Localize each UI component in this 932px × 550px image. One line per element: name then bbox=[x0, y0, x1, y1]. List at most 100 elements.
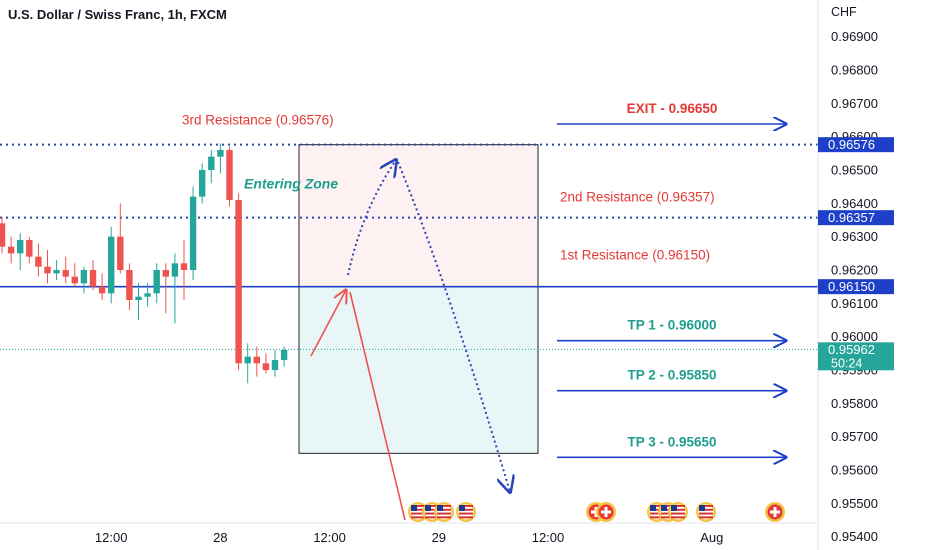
candle-body bbox=[226, 150, 233, 200]
y-tick-label: 0.96100 bbox=[831, 296, 878, 311]
flag-stripe bbox=[437, 505, 451, 507]
flag-stripe bbox=[661, 505, 675, 507]
candle-body bbox=[180, 263, 188, 270]
candle-body bbox=[208, 156, 215, 170]
y-tick-label: 0.96200 bbox=[831, 263, 878, 278]
flag-stripe bbox=[661, 512, 675, 515]
tp-label: TP 2 - 0.95850 bbox=[627, 368, 716, 383]
flag-canton bbox=[425, 505, 431, 511]
exit-label: EXIT - 0.96650 bbox=[627, 101, 718, 116]
x-tick-label: Aug bbox=[700, 530, 723, 545]
candle-body bbox=[253, 356, 260, 364]
swiss-flag-icon bbox=[596, 502, 616, 522]
flag-stripe bbox=[650, 516, 664, 519]
entering-zone-label: Entering Zone bbox=[244, 176, 338, 192]
countdown-text: 50:24 bbox=[831, 356, 862, 370]
tp-label: TP 1 - 0.96000 bbox=[627, 318, 716, 333]
us-flag-icon bbox=[434, 502, 454, 522]
flag-stripe bbox=[425, 505, 439, 507]
badge-text: 0.95962 bbox=[828, 342, 875, 357]
flag-stripe bbox=[699, 512, 713, 515]
candles-layer bbox=[0, 143, 288, 384]
flag-canton bbox=[459, 505, 465, 511]
flag-stripe bbox=[437, 512, 451, 515]
targets-layer: EXIT - 0.96650 TP 1 - 0.96000 TP 2 - 0.958… bbox=[557, 101, 786, 457]
us-flag-icon bbox=[456, 502, 476, 522]
candle-body bbox=[7, 246, 15, 254]
y-tick-label: 0.96500 bbox=[831, 163, 878, 178]
x-tick-label: 29 bbox=[432, 530, 446, 545]
symbol-title: U.S. Dollar / Swiss Franc, 1h, FXCM bbox=[8, 7, 227, 22]
candle-body bbox=[98, 286, 106, 294]
flag-stripe bbox=[661, 516, 675, 519]
price-axis-bg bbox=[818, 0, 932, 550]
flag-canton bbox=[650, 505, 656, 511]
candle-body bbox=[162, 270, 169, 277]
y-tick-label: 0.96700 bbox=[831, 96, 878, 111]
y-tick-label: 0.95400 bbox=[831, 529, 878, 544]
candle-body bbox=[135, 296, 142, 300]
flag-stripe bbox=[411, 505, 425, 507]
flag-stripe bbox=[425, 516, 439, 519]
level-price-badge bbox=[818, 210, 894, 226]
tp-label: TP 3 - 0.95650 bbox=[627, 434, 716, 449]
badge-text: 0.96576 bbox=[828, 137, 875, 152]
x-tick-label: 12:00 bbox=[532, 530, 565, 545]
red-path-line bbox=[349, 291, 406, 521]
us-flag-icon bbox=[408, 502, 428, 522]
y-tick-label: 0.95500 bbox=[831, 496, 878, 511]
candle-body bbox=[144, 293, 151, 297]
flag-stripe bbox=[411, 512, 425, 515]
candle-body bbox=[280, 350, 288, 360]
level-label: 3rd Resistance (0.96576) bbox=[182, 113, 334, 128]
candle-body bbox=[71, 276, 78, 284]
y-tick-label: 0.96800 bbox=[831, 63, 878, 78]
flag-canton bbox=[411, 505, 417, 511]
flag-stripe bbox=[661, 508, 675, 511]
target-zone-box bbox=[299, 286, 538, 454]
candle-body bbox=[117, 236, 124, 270]
y-tick-label: 0.95700 bbox=[831, 429, 878, 444]
candle-body bbox=[89, 270, 97, 287]
flag-cross-h bbox=[601, 510, 611, 514]
candle-body bbox=[62, 270, 69, 277]
flag-cross-h bbox=[770, 510, 780, 514]
flag-stripe bbox=[650, 512, 664, 515]
flag-canton bbox=[671, 505, 677, 511]
flag-stripe bbox=[671, 516, 685, 519]
entry-zone-box bbox=[299, 144, 538, 287]
candle-body bbox=[153, 270, 160, 294]
flag-stripe bbox=[425, 508, 439, 511]
level-price-badge bbox=[818, 137, 894, 153]
flag-stripe bbox=[459, 516, 473, 519]
flag-stripe bbox=[671, 505, 685, 507]
x-tick-label: 28 bbox=[213, 530, 227, 545]
flag-stripe bbox=[650, 505, 664, 507]
flag-stripe bbox=[425, 512, 439, 515]
dotted-down-arrow bbox=[397, 161, 510, 492]
flag-stripe bbox=[650, 508, 664, 511]
candle-body bbox=[80, 270, 88, 284]
y-tick-label: 0.96300 bbox=[831, 229, 878, 244]
flag-stripe bbox=[437, 516, 451, 519]
event-icons-layer bbox=[408, 502, 785, 522]
candle-body bbox=[0, 223, 6, 247]
candle-body bbox=[171, 263, 179, 277]
currency-label: CHF bbox=[831, 5, 857, 19]
y-tick-label: 0.95600 bbox=[831, 463, 878, 478]
flag-canton bbox=[661, 505, 667, 511]
candle-body bbox=[217, 150, 224, 157]
candle-body bbox=[126, 270, 133, 300]
y-tick-label: 0.96000 bbox=[831, 329, 878, 344]
projection-arrows bbox=[310, 160, 510, 521]
level-price-badge bbox=[818, 279, 894, 295]
candle-body bbox=[44, 266, 51, 274]
flag-stripe bbox=[411, 516, 425, 519]
flag-canton bbox=[699, 505, 705, 511]
flag-stripe bbox=[459, 512, 473, 515]
level-label: 1st Resistance (0.96150) bbox=[560, 248, 710, 263]
level-label: 2nd Resistance (0.96357) bbox=[560, 190, 715, 205]
y-tick-label: 0.95800 bbox=[831, 396, 878, 411]
